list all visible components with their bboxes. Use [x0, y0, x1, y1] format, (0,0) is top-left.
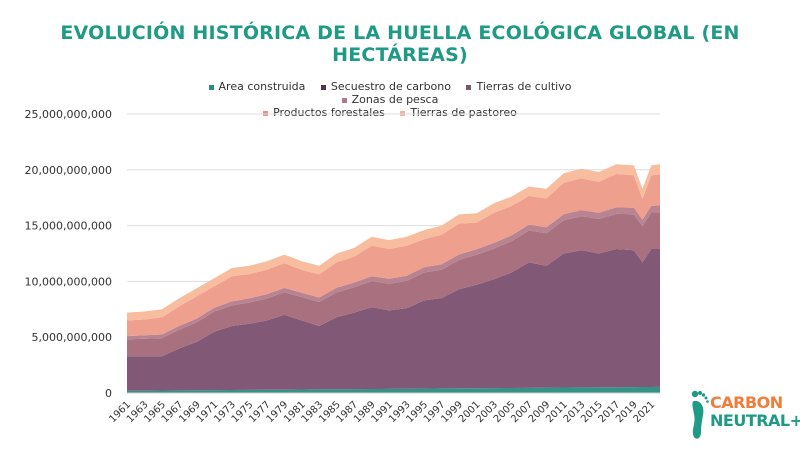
footprint-icon — [691, 390, 709, 439]
legend-label: Area construida — [218, 80, 306, 93]
legend-marker — [208, 84, 214, 90]
legend-label: Tierras de cultivo — [476, 80, 572, 93]
y-tick-label: 15,000,000,000 — [25, 220, 112, 233]
y-tick-label: 10,000,000,000 — [25, 275, 112, 288]
legend-label: Zonas de pesca — [351, 93, 439, 106]
logo-text-neutral: NEUTRAL+ — [710, 411, 800, 430]
y-tick-label: 25,000,000,000 — [25, 108, 112, 121]
legend-marker — [320, 84, 326, 90]
chart-title: EVOLUCIÓN HISTÓRICA DE LA HUELLA ECOLÓGI… — [60, 22, 740, 66]
y-tick-label: 20,000,000,000 — [25, 164, 112, 177]
legend-item-area-construida[interactable]: Area construida — [208, 80, 306, 93]
legend-label: Secuestro de carbono — [330, 80, 451, 93]
legend-marker — [400, 110, 406, 116]
legend: Area construida Secuestro de carbono Tie… — [150, 80, 630, 119]
y-tick-label: 5,000,000,000 — [32, 331, 112, 344]
area-productos-forestales — [127, 174, 660, 337]
legend-item-tierras-de-pastoreo[interactable]: Tierras de pastoreo — [400, 106, 517, 119]
area-secuestro-de-carbono — [127, 249, 660, 391]
legend-item-productos-forestales[interactable]: Productos forestales — [263, 106, 385, 119]
area-zonas-de-pesca — [127, 205, 660, 340]
y-tick-label: 0 — [105, 387, 112, 400]
carbon-neutral-logo: CARBON NEUTRAL+ — [690, 388, 800, 444]
legend-marker — [466, 84, 472, 90]
legend-marker — [263, 110, 269, 116]
area-area-construida — [127, 386, 660, 393]
legend-item-zonas-de-pesca[interactable]: Zonas de pesca — [341, 93, 439, 106]
area-tierras-de-pastoreo — [127, 164, 660, 321]
legend-item-secuestro-de-carbono[interactable]: Secuestro de carbono — [320, 80, 451, 93]
logo-text-carbon: CARBON — [710, 393, 783, 412]
legend-label: Tierras de pastoreo — [410, 106, 517, 119]
legend-label: Productos forestales — [273, 106, 385, 119]
legend-item-tierras-de-cultivo[interactable]: Tierras de cultivo — [466, 80, 571, 93]
legend-marker — [341, 97, 347, 103]
area-tierras-de-cultivo — [127, 212, 660, 357]
